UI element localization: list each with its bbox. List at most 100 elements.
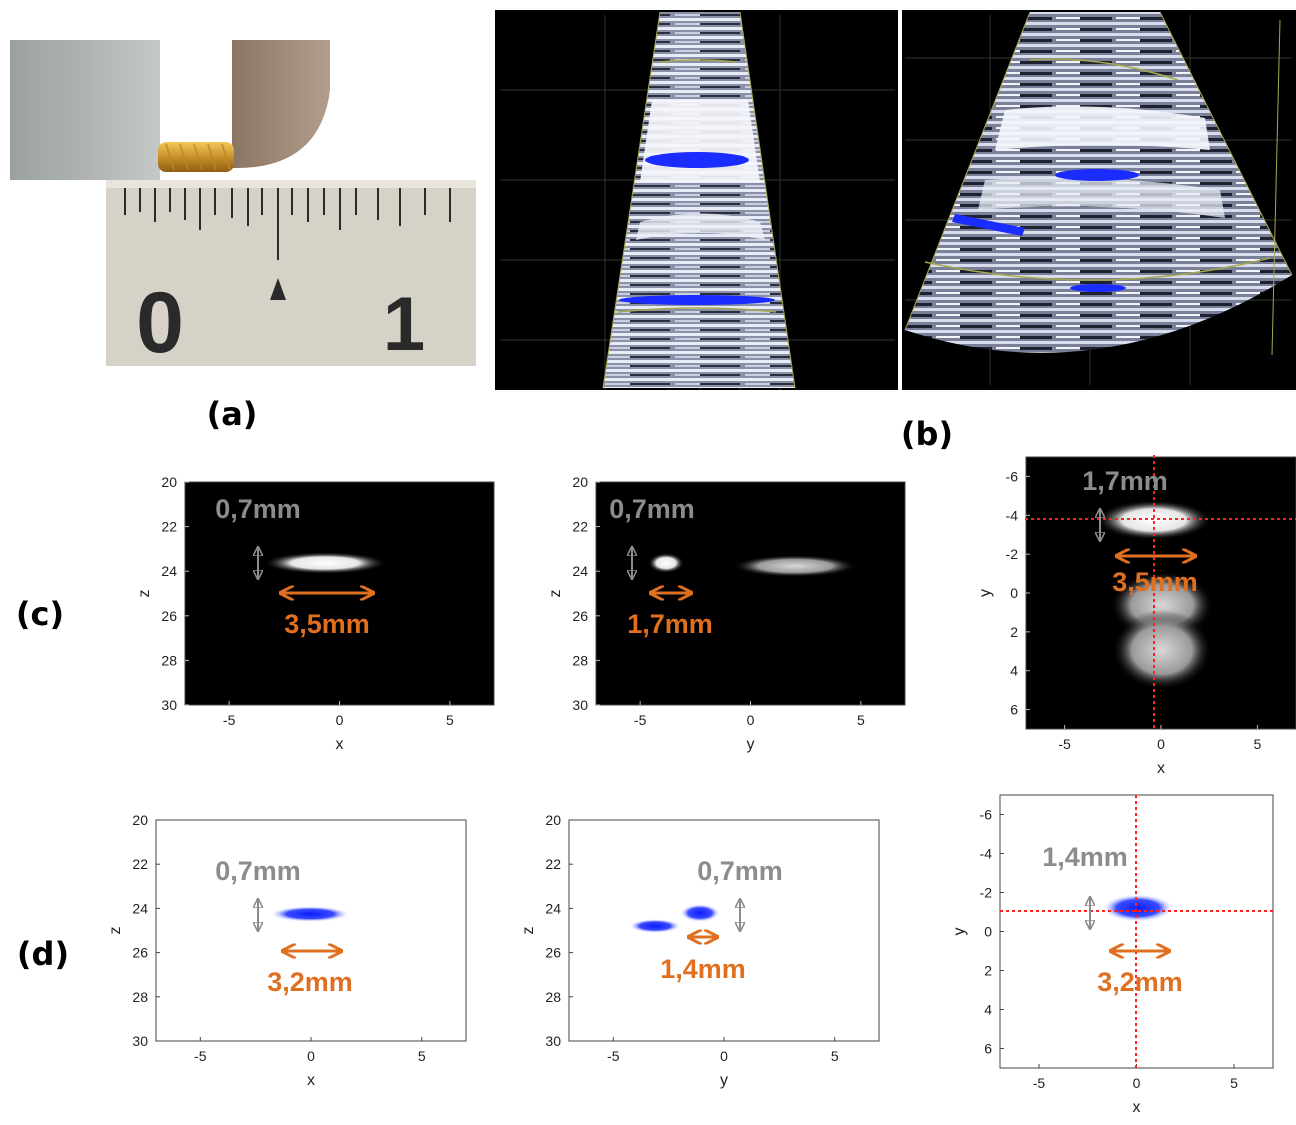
d-xy-target-blob — [1102, 894, 1174, 922]
d-xz-xtick-1: 0 — [307, 1048, 315, 1064]
d-yz-ylabel: z — [520, 927, 537, 935]
d-xy-ytick-2: -2 — [980, 885, 993, 901]
d-xz-ylabel: z — [107, 927, 124, 935]
c-xz-horizontal-label: 3,5mm — [284, 609, 370, 639]
c-yz-ytick-0: 20 — [572, 474, 588, 490]
d-xy-plot-area — [999, 794, 1274, 1069]
c-xz-ytick-2: 24 — [161, 563, 177, 579]
c-xy-ylabel: y — [977, 589, 994, 597]
c-xy-xlabel: x — [1157, 760, 1165, 777]
d-xy-xtick-2: 5 — [1230, 1075, 1238, 1091]
c-yz-ylabel: z — [547, 590, 564, 598]
d-yz-axes: -5 0 5 20 22 24 26 28 30 y z — [520, 812, 880, 1089]
d-xy-ytick-3: 0 — [984, 924, 992, 940]
d-xz-ytick-2: 24 — [132, 900, 148, 916]
d-yz-horizontal-label: 1,4mm — [660, 954, 746, 984]
caliper-photo: 0 1 — [10, 40, 476, 371]
c-xy-ytick-5: 4 — [1010, 663, 1018, 679]
c-yz-plot-area — [595, 481, 906, 706]
d-yz-ytick-0: 20 — [545, 812, 561, 828]
d-yz-echo-blob — [629, 919, 681, 933]
c-xy-ytick-6: 6 — [1010, 702, 1018, 718]
d-xz-target-blob — [270, 906, 350, 922]
c-xy-xtick-1: 0 — [1157, 736, 1165, 752]
d-yz-ytick-2: 24 — [545, 900, 561, 916]
d-xy-xtick-0: -5 — [1033, 1075, 1046, 1091]
ruler-ticks — [124, 188, 451, 260]
c-xy-blobs — [1096, 500, 1214, 690]
c-yz-xtick-1: 0 — [747, 712, 755, 728]
c-xz-ylabel: z — [136, 590, 153, 598]
d-yz-blobs — [629, 904, 720, 933]
c-yz-axes: -5 0 5 20 22 24 26 28 30 y z — [547, 474, 906, 753]
c-yz-xtick-0: -5 — [634, 712, 647, 728]
d-yz-ytick-5: 30 — [545, 1033, 561, 1049]
ruler-digit-0: 0 — [136, 275, 184, 371]
d-yz-ytick-1: 22 — [545, 856, 561, 872]
c-xy-ytick-1: -4 — [1006, 507, 1019, 523]
c-xy-ytick-4: 2 — [1010, 624, 1018, 640]
c-xy-ytick-3: 0 — [1010, 585, 1018, 601]
c-xy-vertical-label: 1,7mm — [1082, 466, 1168, 496]
d-xy-xtick-1: 0 — [1133, 1075, 1141, 1091]
panel-label-d: (d) — [17, 935, 69, 973]
d-xy-ytick-5: 4 — [984, 1002, 992, 1018]
c-xz-ytick-1: 22 — [161, 519, 177, 535]
d-xz-ytick-3: 26 — [132, 945, 148, 961]
d-xz-ytick-1: 22 — [132, 856, 148, 872]
c-yz-ytick-3: 26 — [572, 608, 588, 624]
c-xz-xtick-2: 5 — [446, 712, 454, 728]
d-xz-ytick-4: 28 — [132, 989, 148, 1005]
d-xy-axes: -5 0 5 -6 -4 -2 0 2 4 6 x y — [951, 794, 1274, 1116]
d-xy-ytick-6: 6 — [984, 1041, 992, 1057]
d-yz-target-blob — [680, 904, 720, 922]
d-yz-xtick-2: 5 — [831, 1048, 839, 1064]
d-xz-xlabel: x — [307, 1072, 315, 1089]
c-yz-ytick-5: 30 — [572, 697, 588, 713]
c-yz-blobs — [648, 553, 857, 577]
c-xy-echo-blob-2 — [1112, 610, 1212, 690]
d-xz-blobs — [270, 906, 350, 922]
d-xy-xlabel: x — [1133, 1099, 1141, 1116]
crosshairs — [1000, 455, 1296, 1068]
d-xz-vertical-label: 0,7mm — [215, 856, 301, 886]
d-yz-xtick-1: 0 — [720, 1048, 728, 1064]
panel-label-b: (b) — [901, 415, 953, 453]
annotations: 0,7mm 3,5mm 0,7mm 1,7mm 1,7mm 3,5mm 0,7m… — [215, 466, 1198, 997]
caliper-jaw-left — [10, 40, 160, 180]
d-xy-horizontal-label: 3,2mm — [1097, 967, 1183, 997]
c-yz-ytick-1: 22 — [572, 519, 588, 535]
c-xy-ytick-2: -2 — [1006, 546, 1019, 562]
d-yz-ytick-3: 26 — [545, 945, 561, 961]
c-xy-xtick-0: -5 — [1058, 736, 1071, 752]
d-yz-xtick-0: -5 — [607, 1048, 620, 1064]
c-yz-xtick-2: 5 — [857, 712, 865, 728]
d-xy-ytick-1: -4 — [980, 846, 993, 862]
ruler-digit-1: 1 — [383, 282, 425, 367]
c-yz-echo-blob — [733, 555, 857, 577]
c-xy-horizontal-label: 3,5mm — [1112, 567, 1198, 597]
d-yz-xlabel: y — [720, 1072, 728, 1089]
c-xz-ytick-3: 26 — [161, 608, 177, 624]
d-xz-xtick-2: 5 — [418, 1048, 426, 1064]
d-xz-xtick-0: -5 — [194, 1048, 207, 1064]
d-xy-blobs — [1102, 894, 1174, 922]
c-yz-ytick-2: 24 — [572, 563, 588, 579]
c-yz-xlabel: y — [747, 736, 755, 753]
c-yz-vertical-label: 0,7mm — [609, 494, 695, 524]
d-xz-ytick-5: 30 — [132, 1033, 148, 1049]
d-xy-ytick-4: 2 — [984, 963, 992, 979]
d-xz-horizontal-label: 3,2mm — [267, 967, 353, 997]
ultrasound-frame-left — [495, 10, 898, 390]
c-xz-vertical-label: 0,7mm — [215, 494, 301, 524]
d-yz-plot-area — [568, 819, 880, 1042]
c-xz-target-blob — [263, 552, 387, 574]
d-xz-plot-area — [155, 819, 467, 1042]
c-yz-ytick-4: 28 — [572, 652, 588, 668]
c-xy-ytick-0: -6 — [1006, 468, 1019, 484]
c-xz-blobs — [263, 552, 387, 574]
c-yz-target-blob — [648, 553, 684, 573]
d-xz-axes: -5 0 5 20 22 24 26 28 30 x z — [107, 812, 467, 1089]
